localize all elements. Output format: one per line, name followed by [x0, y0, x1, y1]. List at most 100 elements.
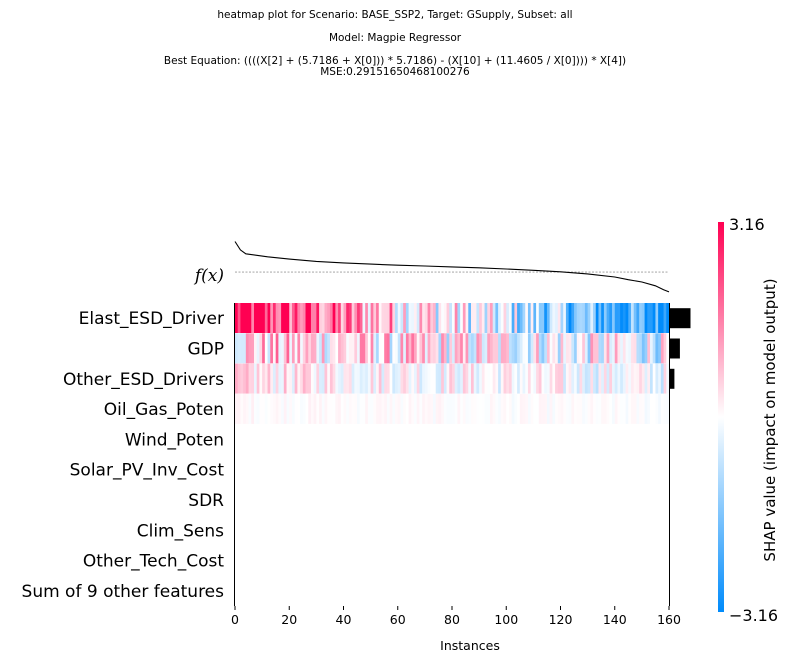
heatmap-cell [468, 454, 472, 485]
heatmap-cell [476, 303, 480, 333]
heatmap-cell [243, 424, 247, 455]
heatmap-cell [389, 333, 393, 364]
heatmap-cell [400, 454, 404, 485]
heatmap-cell [245, 575, 249, 606]
heatmap-cell [511, 303, 515, 333]
heatmap-cell [381, 424, 385, 455]
heatmap-cell [620, 484, 624, 515]
heatmap-cell [302, 515, 306, 546]
heatmap-cell [248, 303, 252, 333]
heatmap-cell [373, 484, 377, 515]
heatmap-cell [286, 303, 290, 333]
heatmap-cell [354, 303, 358, 333]
heatmap-cell [373, 393, 377, 424]
heatmap-cell [527, 515, 532, 546]
heatmap-cell [612, 515, 616, 546]
heatmap-cell [468, 515, 472, 546]
heatmap-cell [650, 303, 654, 333]
heatmap-cell [625, 575, 629, 606]
heatmap-cell [500, 454, 504, 485]
heatmap-cell [367, 545, 372, 576]
heatmap-cell [614, 424, 618, 455]
heatmap-cell [275, 393, 279, 424]
heatmap-cell [576, 454, 580, 485]
heatmap-cell [495, 515, 499, 546]
heatmap-cell [283, 575, 287, 606]
heatmap-cell [530, 454, 534, 485]
heatmap-cell [571, 363, 575, 394]
heatmap-cell [329, 393, 334, 424]
heatmap-cell [446, 454, 450, 485]
heatmap-cell [576, 424, 580, 455]
heatmap-cell [362, 393, 366, 424]
heatmap-cell [568, 363, 572, 394]
heatmap-cell [487, 393, 491, 424]
heatmap-cell [544, 545, 548, 576]
heatmap-cell [400, 333, 404, 364]
heatmap-cell [335, 454, 339, 485]
heatmap-cell [601, 484, 605, 515]
heatmap-cell [430, 454, 434, 485]
heatmap-cell [536, 484, 540, 515]
heatmap-cell [370, 393, 374, 424]
heatmap-cell [275, 575, 279, 606]
heatmap-cell [557, 575, 561, 606]
heatmap-cell [479, 303, 483, 333]
heatmap-cell [519, 454, 523, 485]
heatmap-cell [574, 424, 578, 455]
heatmap-cell [235, 363, 239, 394]
heatmap-cell [519, 333, 523, 364]
heatmap-cell [384, 545, 388, 576]
heatmap-cell [631, 363, 635, 394]
heatmap-cell [614, 303, 618, 333]
heatmap-cell [587, 484, 591, 515]
heatmap-cell [549, 484, 553, 515]
heatmap-cell [633, 333, 637, 364]
heatmap-cell [641, 575, 645, 606]
heatmap-cell [563, 363, 567, 394]
heatmap-cell [495, 424, 499, 455]
heatmap-cell [384, 303, 388, 333]
heatmap-cell [245, 424, 249, 455]
heatmap-cell [245, 545, 249, 576]
heatmap-cell [522, 424, 526, 455]
heatmap-cell [650, 333, 654, 364]
heatmap-cell [422, 515, 426, 546]
heatmap-cell [381, 575, 385, 606]
feature-label: GDP [187, 339, 224, 359]
heatmap-cell [476, 363, 480, 394]
heatmap-cell [527, 333, 532, 364]
heatmap-cell [262, 393, 266, 424]
heatmap-cell [527, 303, 532, 333]
heatmap-cell [397, 393, 401, 424]
heatmap-cell [639, 515, 643, 546]
heatmap-cell [584, 393, 589, 424]
heatmap-cell [259, 515, 263, 546]
heatmap-cell [235, 515, 239, 546]
heatmap-cell [291, 454, 296, 485]
heatmap-cell [462, 333, 466, 364]
heatmap-cell [476, 575, 480, 606]
heatmap-cell [538, 424, 542, 455]
heatmap-cell [609, 424, 613, 455]
heatmap-cell [351, 454, 355, 485]
heatmap-cell [357, 454, 361, 485]
heatmap-cell [302, 424, 306, 455]
heatmap-cell [346, 575, 350, 606]
heatmap-cell [633, 545, 637, 576]
heatmap-cell [329, 575, 334, 606]
heatmap-cell [465, 575, 469, 606]
heatmap-cell [340, 545, 344, 576]
heatmap-cell [367, 333, 372, 364]
heatmap-cell [381, 545, 385, 576]
heatmap-cell [367, 454, 372, 485]
heatmap-cell [660, 454, 664, 485]
heatmap-cell [460, 575, 464, 606]
heatmap-cell [367, 303, 372, 333]
heatmap-cell [435, 515, 439, 546]
heatmap-cell [346, 303, 350, 333]
heatmap-cell [319, 575, 323, 606]
heatmap-cell [327, 515, 331, 546]
heatmap-cell [302, 333, 306, 364]
heatmap-cell [395, 424, 399, 455]
